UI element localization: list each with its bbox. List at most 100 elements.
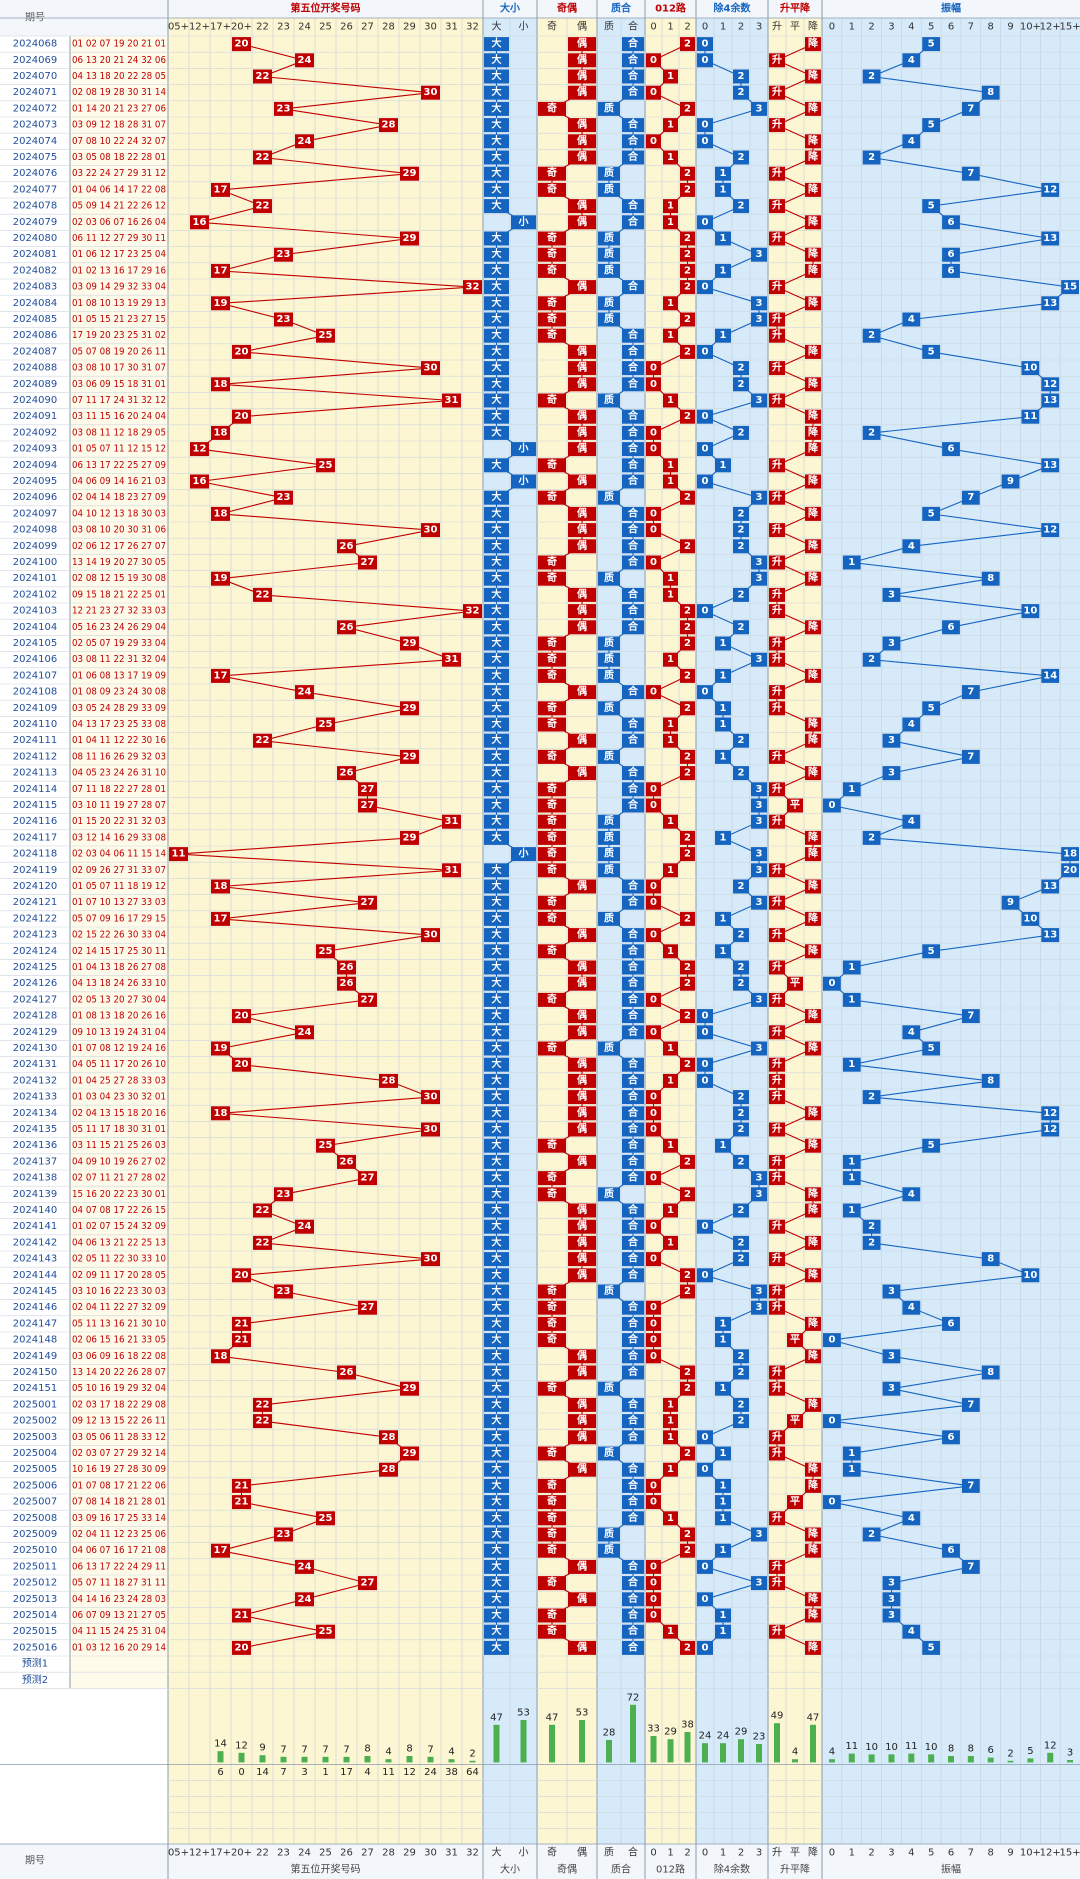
hit-label: 4	[908, 1189, 915, 1200]
column-footer: 25	[319, 1848, 332, 1859]
hit-cell	[805, 1543, 821, 1558]
hit-label: 1	[667, 120, 674, 131]
hit-cell	[622, 604, 644, 619]
hit-label: 合	[627, 1559, 639, 1572]
hit-cell	[805, 69, 821, 84]
hit-label: 5	[928, 508, 935, 519]
hit-label: 4	[908, 136, 915, 147]
hit-label: 3	[756, 314, 763, 325]
hit-cell	[805, 733, 821, 748]
count-label: 9	[259, 1743, 265, 1754]
hit-cell	[680, 604, 695, 619]
issue-number: 2024070	[13, 71, 58, 82]
hit-cell	[646, 377, 661, 392]
hit-cell	[274, 1527, 293, 1542]
hit-label: 2	[684, 168, 691, 179]
hit-cell	[805, 182, 821, 197]
hit-cell	[316, 328, 335, 343]
hit-cell	[622, 458, 644, 473]
hit-label: 合	[627, 150, 639, 163]
hit-label: 大	[492, 1430, 502, 1443]
hit-label: 0	[650, 508, 657, 519]
hit-cell	[805, 37, 821, 52]
column-footer: 26	[340, 1848, 353, 1859]
hit-cell	[751, 798, 767, 813]
hit-label: 19	[214, 573, 228, 584]
hit-cell	[622, 409, 644, 424]
hit-cell	[568, 69, 596, 84]
count-bar	[702, 1743, 708, 1763]
hit-cell	[1041, 393, 1060, 408]
hit-cell	[511, 474, 536, 489]
draw-numbers: 02 03 04 06 11 15 14	[72, 849, 166, 860]
hit-cell	[211, 1543, 230, 1558]
hit-cell	[715, 830, 731, 845]
hit-label: 大	[492, 1041, 502, 1054]
column-header: 10+	[1020, 22, 1041, 33]
hit-label: 升	[772, 928, 782, 941]
hit-cell	[211, 263, 230, 278]
count-bar	[738, 1739, 744, 1763]
hit-cell	[922, 37, 941, 52]
column-footer: 29	[403, 1848, 416, 1859]
hit-cell	[751, 490, 767, 505]
column-footer: 1	[849, 1848, 855, 1859]
hit-cell	[568, 409, 596, 424]
hit-label: 合	[627, 506, 639, 519]
hit-cell	[484, 1527, 509, 1542]
hit-label: 降	[808, 101, 819, 114]
hit-cell	[805, 150, 821, 165]
hit-cell	[646, 1333, 661, 1348]
hit-cell	[421, 523, 440, 538]
hit-label: 0	[702, 136, 709, 147]
column-header: 23	[277, 22, 290, 33]
hit-cell	[733, 733, 749, 748]
draw-numbers: 03 06 09 15 18 31 01	[72, 379, 166, 390]
draw-numbers: 02 05 11 22 30 33 10	[72, 1254, 166, 1265]
hit-cell	[769, 393, 785, 408]
hit-label: 0	[650, 557, 657, 568]
hit-label: 1	[667, 298, 674, 309]
hit-cell	[769, 328, 785, 343]
hit-label: 大	[492, 814, 502, 827]
draw-numbers: 02 04 14 18 23 27 09	[72, 492, 166, 503]
hit-label: 偶	[576, 37, 587, 50]
draw-numbers: 02 04 13 15 18 20 16	[72, 1108, 166, 1119]
issue-number: 2024099	[13, 541, 58, 552]
hit-cell	[805, 247, 821, 262]
count-label: 29	[735, 1727, 748, 1738]
issue-number: 2024108	[13, 687, 58, 698]
hit-label: 3	[756, 654, 763, 665]
issue-number: 2024101	[13, 573, 58, 584]
hit-cell	[1061, 280, 1079, 295]
hit-cell	[715, 458, 731, 473]
trend-line	[178, 43, 473, 1649]
hit-cell	[751, 247, 767, 262]
hit-cell	[942, 1543, 960, 1558]
hit-cell	[697, 1640, 713, 1655]
hit-label: 奇	[547, 1284, 557, 1297]
hit-cell	[769, 1025, 785, 1040]
hit-label: 17	[214, 265, 228, 276]
hit-label: 0	[828, 1416, 835, 1427]
hit-label: 0	[702, 687, 709, 698]
hit-label: 升	[772, 199, 782, 212]
count-bar	[774, 1723, 780, 1763]
hit-label: 降	[808, 69, 819, 82]
issue-number: 2024149	[13, 1351, 58, 1362]
issue-header: 期号	[25, 12, 45, 24]
hit-cell	[862, 830, 881, 845]
draw-numbers: 01 04 13 18 26 27 08	[72, 962, 166, 973]
hit-label: 2	[738, 1108, 745, 1119]
hit-label: 大	[492, 798, 502, 811]
column-header: 12+	[1040, 22, 1061, 33]
hit-cell	[622, 976, 644, 991]
hit-cell	[568, 1106, 596, 1121]
hit-label: 奇	[547, 1171, 557, 1184]
hit-label: 升	[772, 895, 782, 908]
hit-cell	[484, 766, 509, 781]
hit-label: 偶	[576, 1106, 587, 1119]
column-header: 合	[628, 20, 638, 33]
hit-cell	[568, 37, 596, 52]
column-footer: 5	[928, 1848, 934, 1859]
